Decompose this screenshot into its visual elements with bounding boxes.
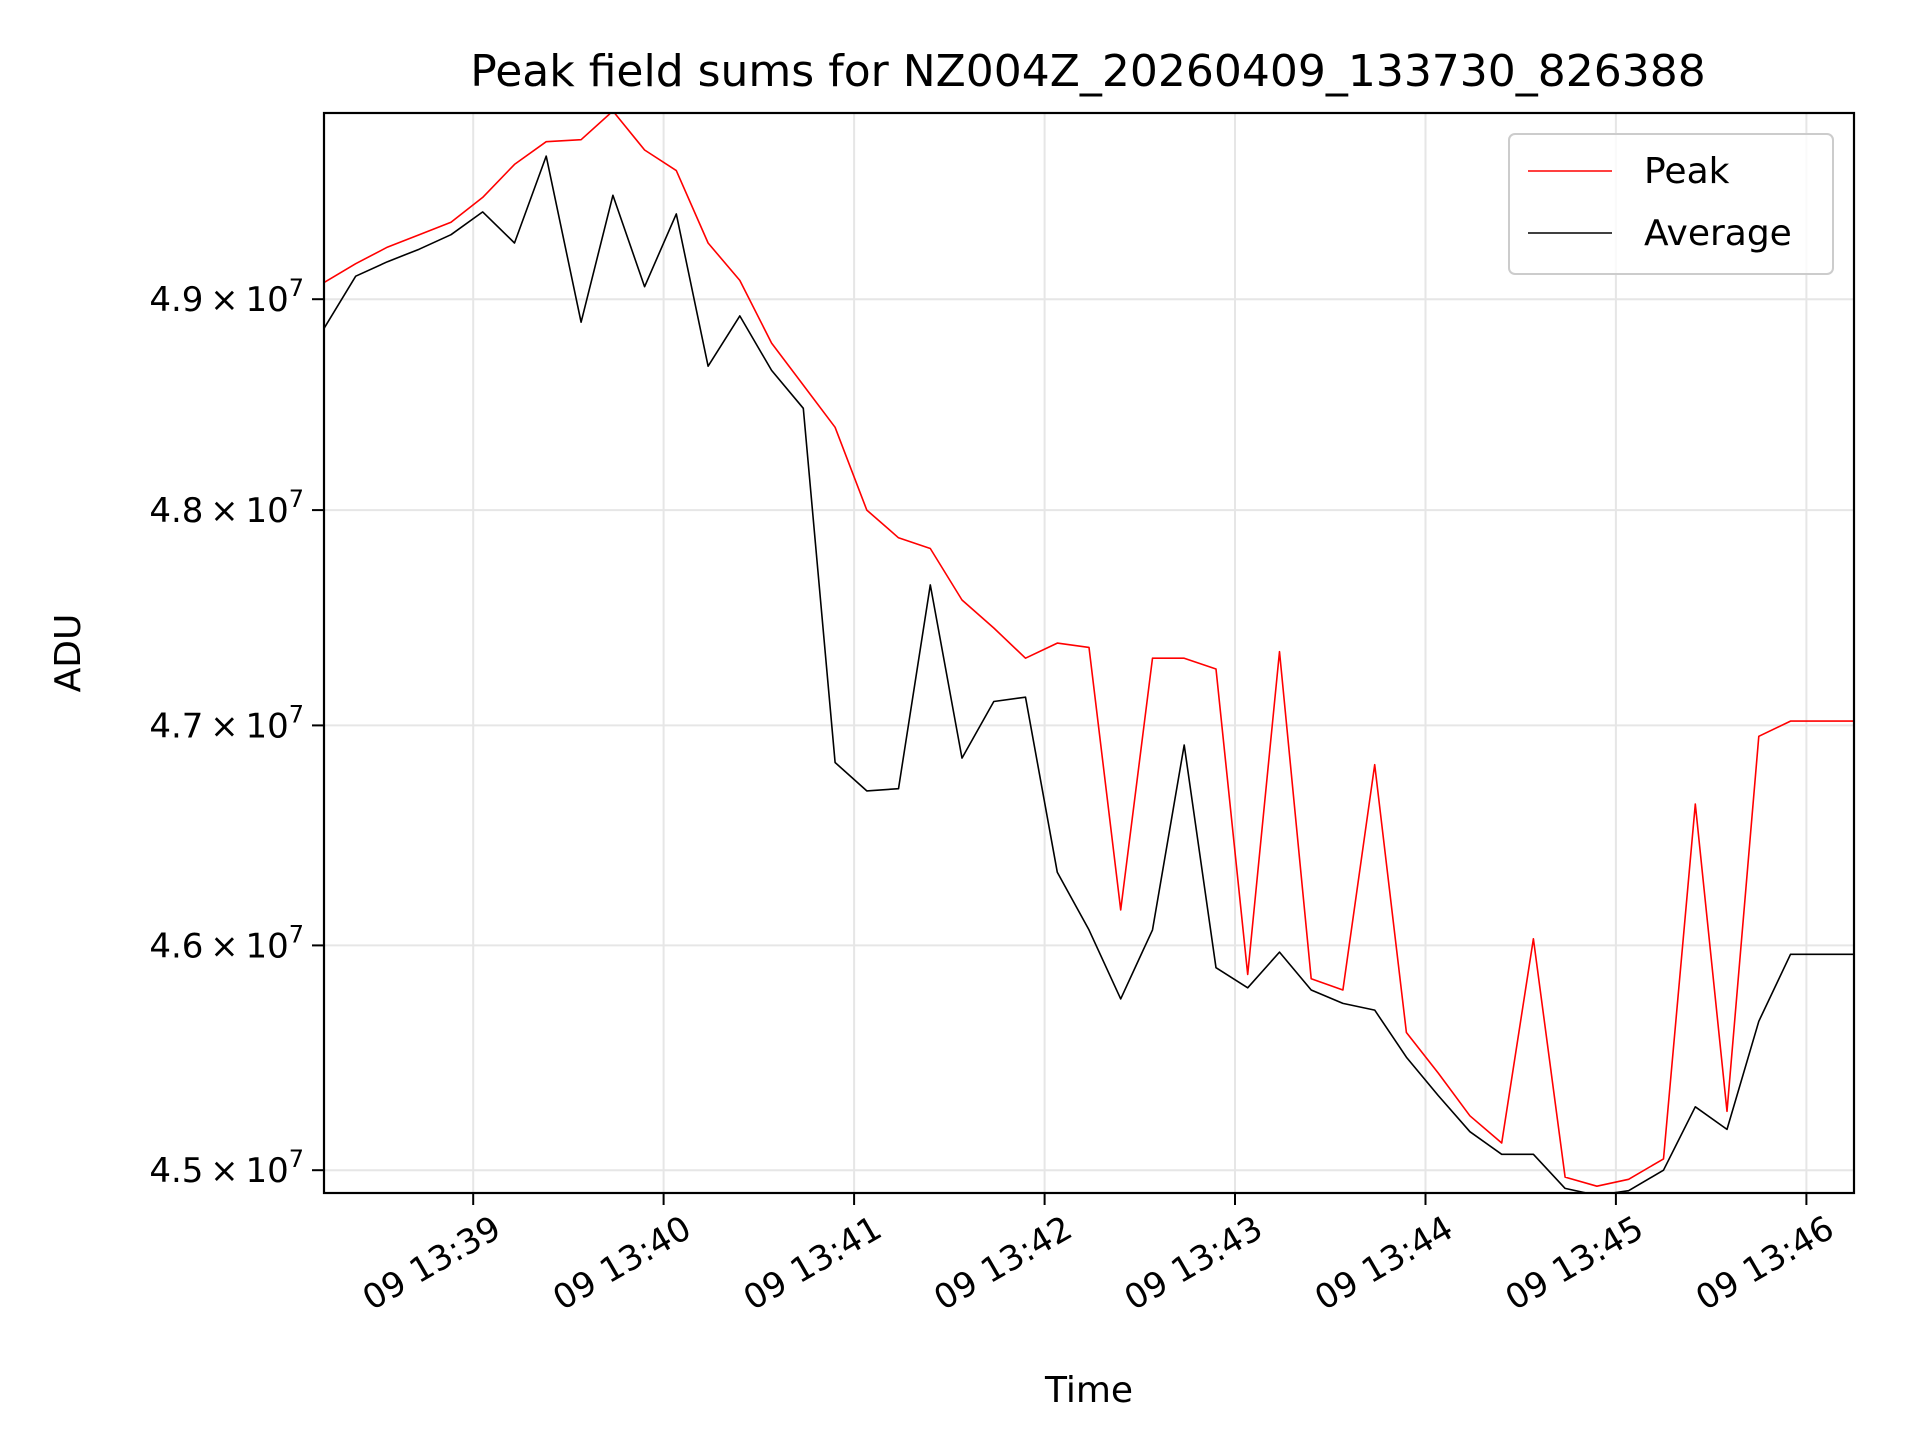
x-tick-label: 09 13:45 [1499, 1208, 1651, 1319]
y-tick-label: 4.5 × 107 [149, 1145, 304, 1191]
legend-label-average: Average [1644, 213, 1792, 254]
y-tick-label: 4.9 × 107 [149, 274, 304, 320]
y-axis: 4.5 × 107 4.6 × 107 4.7 × 107 4.8 × 107 4.9 … [149, 274, 324, 1191]
grid [324, 113, 1854, 1193]
y-tick-label: 4.8 × 107 [149, 485, 304, 531]
x-tick-label: 09 13:46 [1689, 1208, 1841, 1319]
series-layer [324, 113, 1854, 1193]
legend-box [1508, 133, 1834, 275]
plot-frame [322, 111, 1856, 1195]
x-tick-label: 09 13:44 [1308, 1208, 1460, 1319]
x-tick-label: 09 13:39 [356, 1208, 508, 1319]
series-line-peak [324, 113, 1854, 1187]
y-tick-label: 4.7 × 107 [149, 700, 304, 746]
x-tick-label: 09 13:41 [737, 1208, 889, 1319]
legend: Peak Average [1508, 133, 1834, 275]
x-axis: 09 13:39 09 13:40 09 13:41 09 13:42 09 13:43… [356, 1193, 1841, 1319]
x-tick-label: 09 13:43 [1118, 1208, 1270, 1319]
x-tick-label: 09 13:42 [927, 1208, 1079, 1319]
legend-label-peak: Peak [1644, 151, 1730, 192]
series-line-average [324, 155, 1854, 1193]
x-axis-label: Time [1044, 1370, 1133, 1411]
x-tick-label: 09 13:40 [546, 1208, 698, 1319]
chart-title: Peak field sums for NZ004Z_20260409_1337… [470, 46, 1706, 97]
y-tick-label: 4.6 × 107 [149, 920, 304, 966]
y-axis-label: ADU [48, 614, 89, 693]
